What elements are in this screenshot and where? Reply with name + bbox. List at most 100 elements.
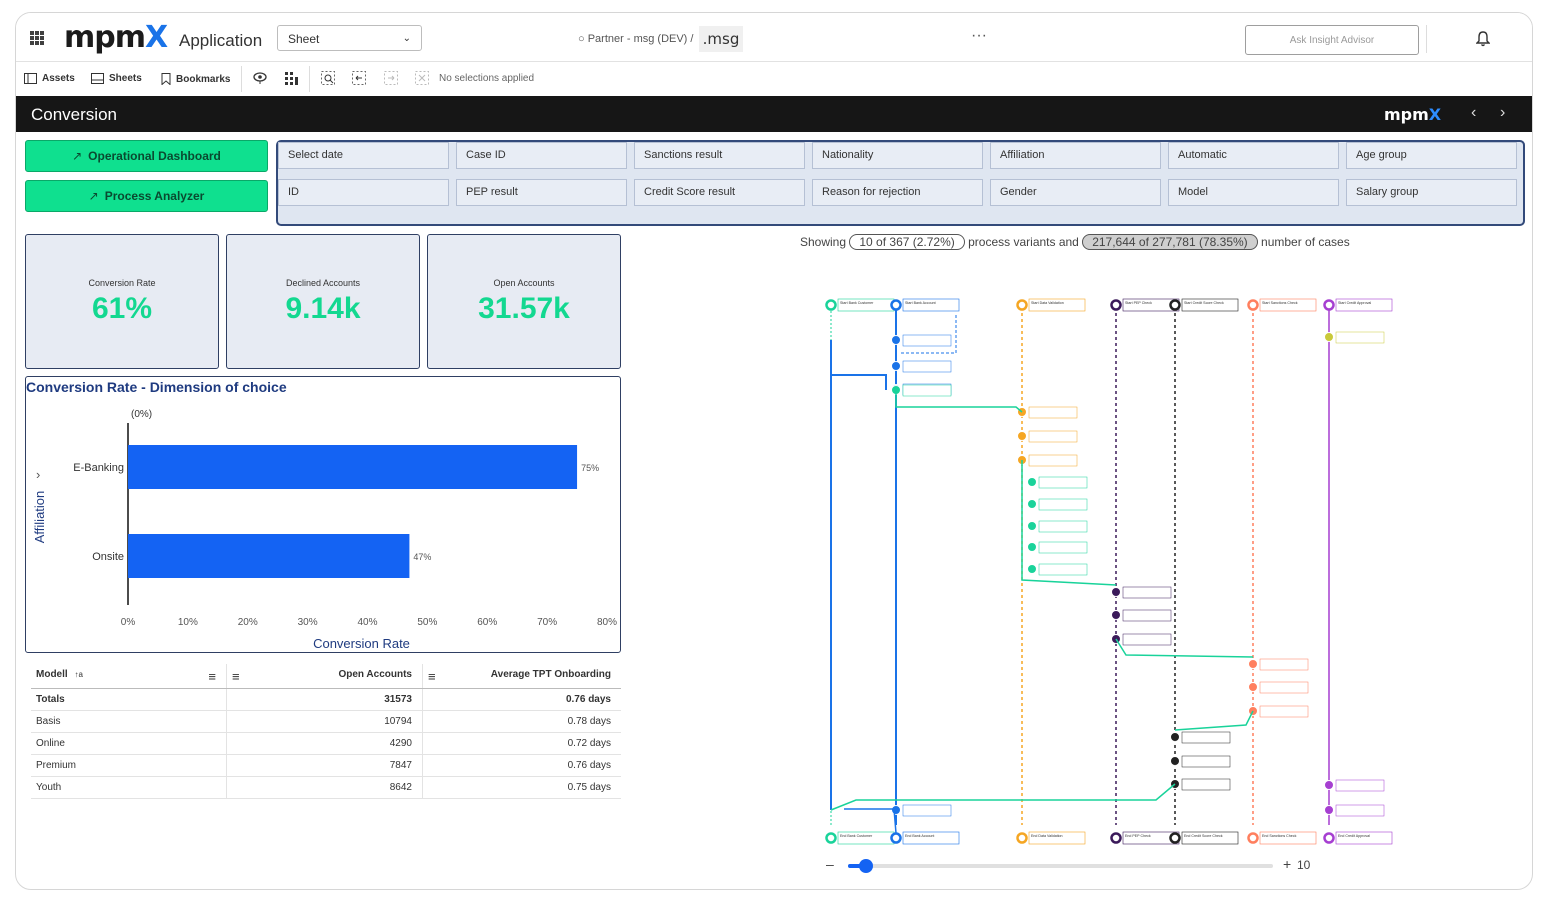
slider-track[interactable] (848, 859, 1273, 873)
activity-node[interactable] (1027, 563, 1088, 576)
model-table[interactable]: Modell ↑a ≡ ≡ Open Accounts ≡ Average TP… (31, 664, 621, 799)
clear-selections-icon[interactable] (415, 71, 429, 85)
sort-icon[interactable]: ↑a (74, 669, 83, 679)
table-cell[interactable]: Youth (31, 776, 227, 799)
filter-reason-for-rejection[interactable]: Reason for rejection (812, 179, 983, 206)
filter-age-group[interactable]: Age group (1346, 142, 1517, 169)
bookmarks-button[interactable]: Bookmarks (161, 73, 230, 85)
end-node[interactable]: End Credit Score Check (1169, 831, 1239, 845)
previous-sheet-button[interactable]: ‹ (1471, 104, 1477, 121)
activity-node[interactable] (1027, 476, 1088, 489)
table-cell[interactable]: Basis (31, 710, 227, 733)
column-menu-icon[interactable]: ≡ (232, 668, 240, 684)
activity-node[interactable] (1017, 406, 1078, 419)
assets-button[interactable]: Assets (24, 73, 75, 84)
column-menu-icon[interactable]: ≡ (208, 668, 216, 684)
more-options-button[interactable]: ··· (971, 27, 987, 44)
cases-pill[interactable]: 217,644 of 277,781 (78.35%) (1082, 234, 1258, 250)
activity-node[interactable] (1017, 454, 1078, 467)
filter-case-id[interactable]: Case ID (456, 142, 627, 169)
bar[interactable] (128, 445, 578, 489)
end-node[interactable]: End Data Validation (1016, 831, 1086, 845)
start-node[interactable]: Start Credit Approval (1323, 298, 1393, 312)
start-node[interactable]: Start Bank Account (890, 298, 960, 312)
table-cell[interactable]: Premium (31, 754, 227, 777)
table-row[interactable]: Premium 7847 0.76 days (31, 754, 621, 777)
activity-node[interactable] (1111, 633, 1172, 646)
column-header-avg-tpt[interactable]: ≡ Average TPT Onboarding (422, 664, 621, 689)
table-cell[interactable]: Online (31, 732, 227, 755)
activity-node[interactable] (1324, 779, 1385, 792)
end-node[interactable]: End PEP Check (1110, 831, 1180, 845)
activity-node[interactable] (1027, 520, 1088, 533)
activity-node[interactable] (1324, 804, 1385, 817)
activity-node[interactable] (1248, 705, 1309, 718)
bar-chart-svg[interactable]: (0%) E-Banking 75% Onsite 47% 0% 10% 20% 30% 40% 5… (26, 377, 620, 652)
end-node[interactable]: End Bank Account (890, 831, 960, 845)
table-row[interactable]: Online 4290 0.72 days (31, 732, 621, 755)
insights-eye-icon[interactable] (253, 71, 267, 85)
start-node[interactable]: Start Sanctions Check (1247, 298, 1317, 312)
end-node[interactable]: End Credit Approval (1323, 831, 1393, 845)
activity-node[interactable] (1111, 609, 1172, 622)
slider-handle[interactable] (858, 859, 873, 873)
filter-nationality[interactable]: Nationality (812, 142, 983, 169)
kpi-declined-accounts[interactable]: Declined Accounts 9.14k (226, 234, 420, 369)
step-back-icon[interactable] (352, 71, 366, 85)
filter-model[interactable]: Model (1168, 179, 1339, 206)
kpi-open-accounts[interactable]: Open Accounts 31.57k (427, 234, 621, 369)
filter-gender[interactable]: Gender (990, 179, 1161, 206)
activity-node[interactable] (891, 384, 952, 397)
app-grid-icon[interactable] (30, 31, 44, 45)
variants-pill[interactable]: 10 of 367 (2.72%) (849, 234, 965, 250)
filter-affiliation[interactable]: Affiliation (990, 142, 1161, 169)
slider-increase-button[interactable]: + (1283, 856, 1292, 872)
activity-node[interactable] (891, 334, 952, 347)
end-node[interactable]: End Bank Customer (825, 831, 895, 845)
step-forward-icon[interactable] (384, 71, 398, 85)
smart-search-icon[interactable] (284, 71, 298, 85)
filter-id[interactable]: ID (278, 179, 449, 206)
activity-node[interactable] (1170, 731, 1231, 744)
column-menu-icon[interactable]: ≡ (428, 668, 436, 684)
filter-automatic[interactable]: Automatic (1168, 142, 1339, 169)
sheets-button[interactable]: Sheets (91, 73, 142, 84)
bell-icon[interactable] (1476, 31, 1490, 47)
conversion-rate-chart[interactable]: Conversion Rate - Dimension of choice (0… (25, 376, 621, 653)
activity-node[interactable] (1248, 658, 1309, 671)
space-breadcrumb[interactable]: ○ Partner - msg (DEV) / (578, 33, 693, 45)
activity-node[interactable] (1248, 681, 1309, 694)
activity-node[interactable] (1027, 541, 1088, 554)
filter-sanctions-result[interactable]: Sanctions result (634, 142, 805, 169)
filter-pep-result[interactable]: PEP result (456, 179, 627, 206)
bar[interactable] (128, 534, 410, 578)
activity-node[interactable] (891, 360, 952, 373)
operational-dashboard-button[interactable]: ↗ Operational Dashboard (25, 140, 268, 172)
activity-node[interactable] (1027, 498, 1088, 511)
selection-search-icon[interactable] (321, 71, 335, 85)
filter-credit-score-result[interactable]: Credit Score result (634, 179, 805, 206)
start-node[interactable]: Start Data Validation (1016, 298, 1086, 312)
end-node[interactable]: End Sanctions Check (1247, 831, 1317, 845)
column-header-open-accounts[interactable]: ≡ Open Accounts (226, 664, 423, 689)
activity-node[interactable] (891, 804, 952, 817)
activity-node[interactable] (1017, 430, 1078, 443)
slider-decrease-button[interactable]: – (826, 856, 834, 872)
activity-node[interactable] (1170, 755, 1231, 768)
table-row[interactable]: Youth 8642 0.75 days (31, 776, 621, 799)
activity-node[interactable] (1324, 331, 1385, 344)
activity-node[interactable] (1170, 778, 1231, 791)
filter-salary-group[interactable]: Salary group (1346, 179, 1517, 206)
start-node[interactable]: Start Credit Score Check (1169, 298, 1239, 312)
process-map[interactable]: Start Bank Customer End Bank Customer Star… (776, 285, 1416, 845)
start-node[interactable]: Start PEP Check (1110, 298, 1180, 312)
sheet-select[interactable]: Sheet ⌄ (277, 25, 422, 51)
kpi-conversion-rate[interactable]: Conversion Rate 61% (25, 234, 219, 369)
process-analyzer-button[interactable]: ↗ Process Analyzer (25, 180, 268, 212)
column-header-modell[interactable]: Modell ↑a ≡ (31, 664, 227, 689)
table-row[interactable]: Basis 10794 0.78 days (31, 710, 621, 733)
next-sheet-button[interactable]: › (1500, 104, 1506, 121)
ask-insight-advisor-input[interactable]: Ask Insight Advisor (1245, 25, 1419, 55)
chevron-right-icon[interactable]: › (36, 467, 40, 482)
start-node[interactable]: Start Bank Customer (825, 298, 895, 312)
